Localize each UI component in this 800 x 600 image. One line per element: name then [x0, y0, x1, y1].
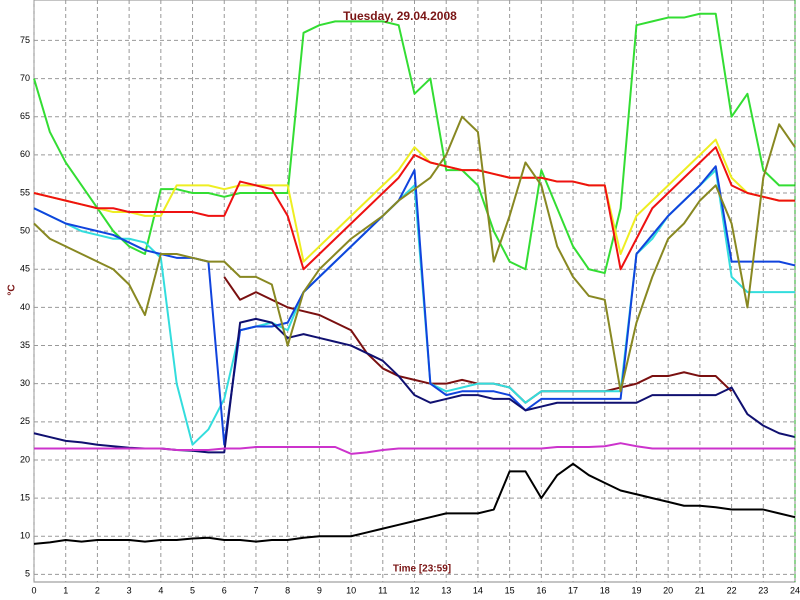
x-tick-label: 22: [727, 585, 737, 595]
series-line: [33, 146, 795, 271]
x-tick-label: 10: [346, 585, 356, 595]
y-tick-label: 20: [20, 454, 30, 464]
y-tick-label: 65: [20, 111, 30, 121]
x-tick-label: 20: [663, 585, 673, 595]
x-tick-label: 23: [758, 585, 768, 595]
x-tick-label: 9: [317, 585, 322, 595]
x-tick-label: 6: [222, 585, 227, 595]
y-tick-label: 30: [20, 378, 30, 388]
x-tick-label: 3: [127, 585, 132, 595]
y-tick-label: 10: [20, 531, 30, 541]
x-tick-label: 17: [568, 585, 578, 595]
x-tick-label: 15: [505, 585, 515, 595]
y-tick-label: 70: [20, 73, 30, 83]
x-tick-label: 18: [600, 585, 610, 595]
x-axis-title: Time [23:59]: [393, 564, 451, 575]
x-tick-label: 14: [473, 585, 483, 595]
x-tick-label: 7: [253, 585, 258, 595]
x-tick-label: 16: [536, 585, 546, 595]
y-tick-label: 15: [20, 492, 30, 502]
chart-title: Tuesday, 29.04.2008: [343, 9, 457, 23]
y-tick-label: 45: [20, 264, 30, 274]
x-tick-label: 19: [631, 585, 641, 595]
x-tick-label: 11: [378, 585, 387, 595]
y-tick-label: 40: [20, 302, 30, 312]
y-axis-title: °C: [7, 284, 18, 295]
series-line: [33, 462, 796, 545]
x-tick-label: 5: [190, 585, 195, 595]
y-tick-label: 5: [25, 569, 30, 579]
series-line: [33, 12, 795, 275]
y-tick-label: 55: [20, 187, 30, 197]
y-tick-label: 50: [20, 225, 30, 235]
x-tick-label: 12: [409, 585, 419, 595]
grid: [33, 0, 796, 582]
x-tick-label: 21: [695, 585, 705, 595]
series-line: [33, 138, 795, 263]
y-tick-label: 75: [20, 35, 30, 45]
x-tick-label: 4: [158, 585, 163, 595]
x-tick-label: 13: [441, 585, 451, 595]
x-tick-label: 24: [790, 585, 800, 595]
series-line: [34, 442, 795, 455]
y-tick-label: 60: [20, 149, 30, 159]
series-line: [33, 115, 796, 393]
y-tick-label: 25: [20, 416, 30, 426]
y-tick-label: 35: [20, 340, 30, 350]
x-tick-label: 0: [31, 585, 36, 595]
lines: [33, 12, 796, 545]
x-tick-label: 2: [95, 585, 100, 595]
x-tick-label: 1: [63, 585, 68, 595]
x-tick-label: 8: [285, 585, 290, 595]
